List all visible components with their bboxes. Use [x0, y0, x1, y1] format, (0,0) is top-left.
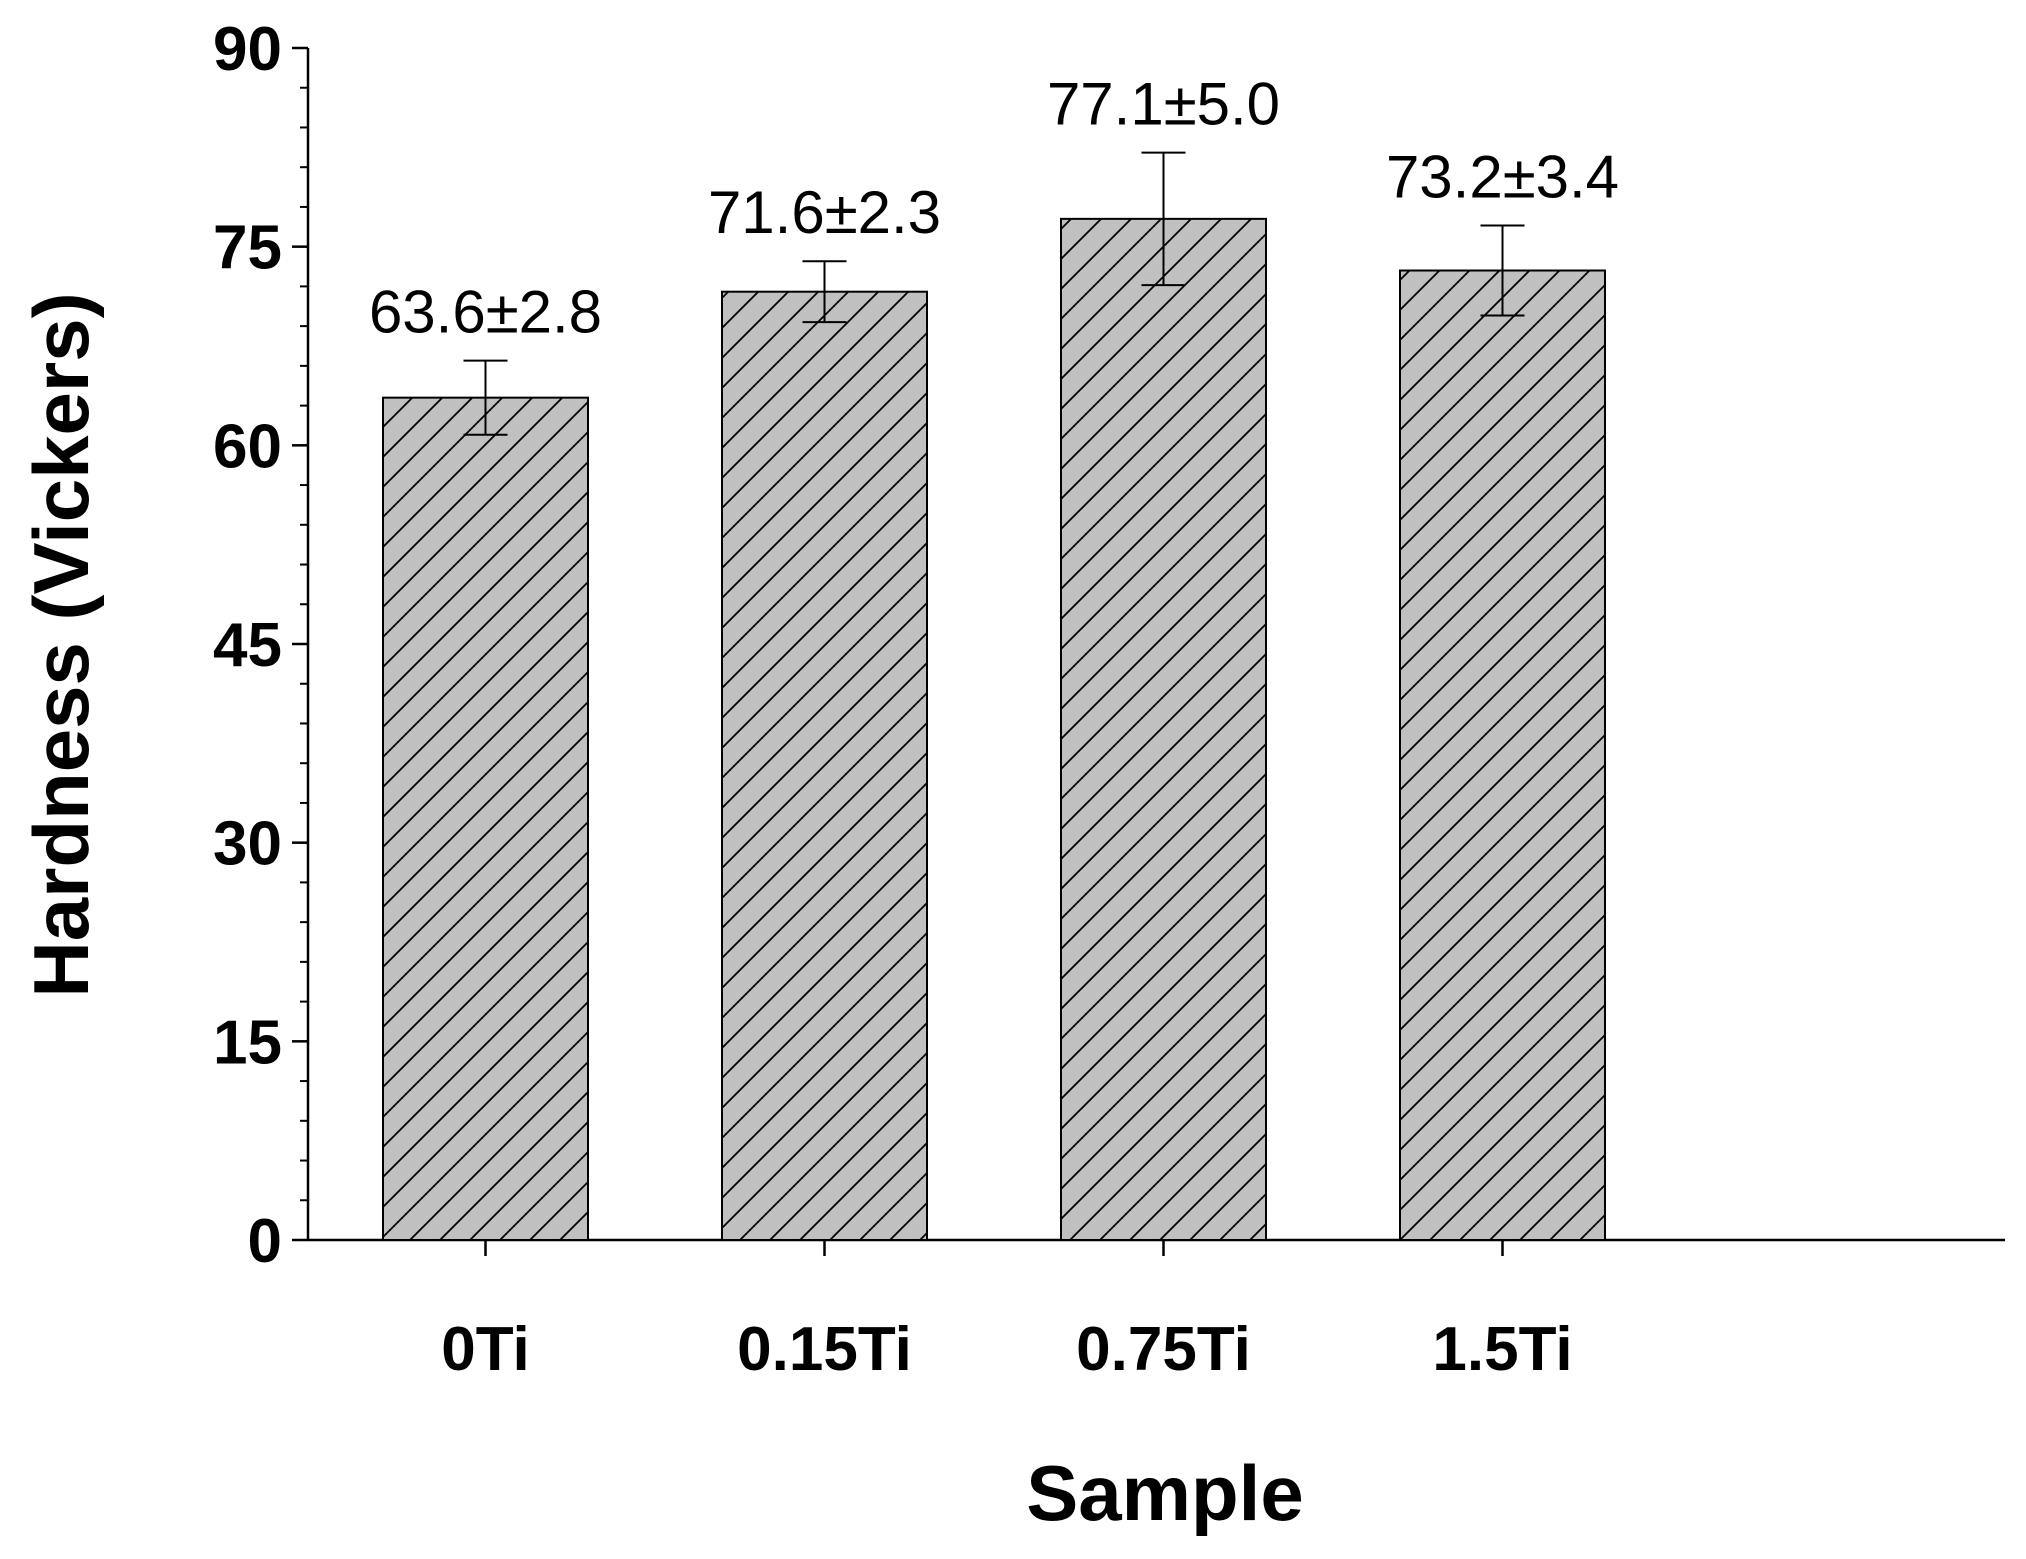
y-tick-label: 30 — [213, 810, 282, 879]
y-tick-label: 90 — [213, 15, 282, 84]
plot-area: 0 15 30 45 60 75 90 63.6±2.8 0Ti 71.6±2.3 0.15Ti 77… — [213, 15, 2005, 1384]
data-label: 71.6±2.3 — [708, 179, 941, 246]
bar-0Ti — [382, 396, 589, 1241]
bar-0.15Ti — [721, 290, 928, 1242]
y-axis-title: Hardness (Vickers) — [17, 292, 105, 997]
y-tick-label: 0 — [248, 1207, 282, 1276]
x-tick-label: 0.75Ti — [1076, 1315, 1251, 1384]
y-tick-label: 75 — [213, 214, 282, 283]
x-tick-label: 1.5Ti — [1432, 1315, 1572, 1384]
x-axis-title: Sample — [1026, 1449, 1303, 1537]
data-label: 77.1±5.0 — [1047, 71, 1280, 138]
data-label: 73.2±3.4 — [1386, 143, 1619, 210]
bar-1.5Ti — [1399, 269, 1606, 1241]
data-label: 63.6±2.8 — [369, 279, 602, 346]
y-tick-label: 60 — [213, 412, 282, 481]
x-tick-label: 0Ti — [441, 1315, 529, 1384]
y-tick-label: 15 — [213, 1008, 282, 1077]
y-tick-label: 45 — [213, 611, 282, 680]
bar-0.75Ti — [1060, 217, 1267, 1241]
x-tick-label: 0.15Ti — [737, 1315, 912, 1384]
